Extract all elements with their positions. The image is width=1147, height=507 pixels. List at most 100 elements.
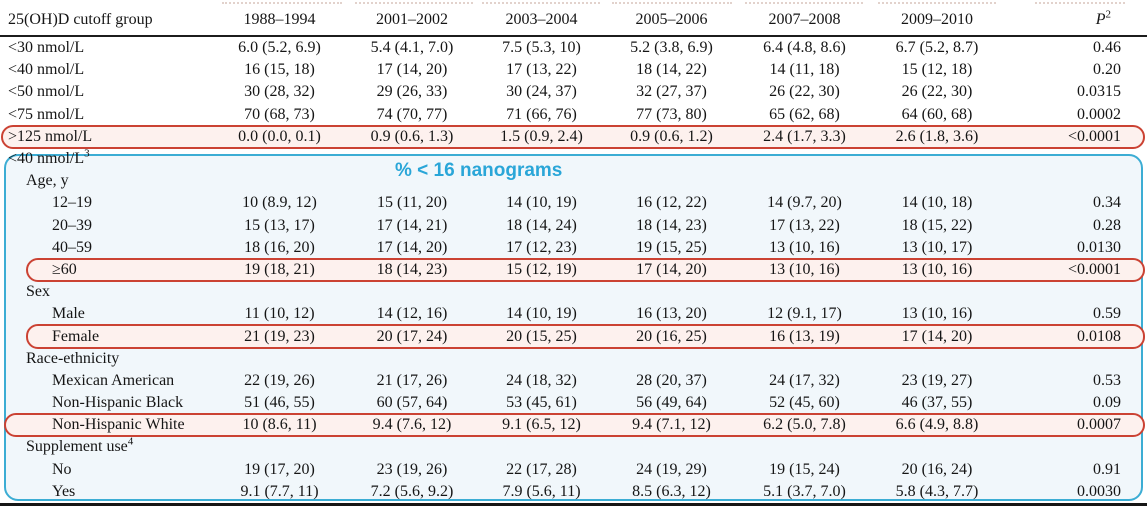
cell-value: 13 (10, 16) (769, 238, 840, 256)
cell-value: 22 (17, 28) (506, 460, 577, 478)
p-value: 0.91 (1093, 460, 1121, 478)
row-label: Female (52, 327, 100, 345)
cell-value: 18 (14, 23) (636, 216, 707, 234)
row-label: Supplement use4 (26, 436, 134, 456)
cell-value: 18 (15, 22) (901, 216, 973, 234)
p-value: <0.0001 (1067, 260, 1121, 278)
table-row: Mexican American 22 (19, 26) 21 (17, 26) 24… (0, 370, 1147, 392)
cell-value: 7.5 (5.3, 10) (502, 39, 581, 57)
cell-value: 9.1 (7.7, 11) (240, 482, 319, 500)
cell-value: 15 (12, 19) (506, 260, 577, 278)
cell-value: 74 (70, 77) (376, 105, 448, 123)
cell-value: 24 (17, 32) (769, 371, 840, 389)
p-value: 0.0007 (1077, 416, 1121, 434)
row-label: >125 nmol/L (8, 127, 93, 145)
table-row: 40–59 18 (16, 20) 17 (14, 20) 17 (12, 23) 19… (0, 237, 1147, 259)
table-row: <40 nmol/L 16 (15, 18) 17 (14, 20) 17 (13, … (0, 59, 1147, 81)
table-row: Non-Hispanic Black 51 (46, 55) 60 (57, 64)… (0, 392, 1147, 414)
cell-value: 17 (13, 22) (506, 61, 577, 79)
column-header: 2007–2008 (768, 11, 841, 28)
cell-value: 21 (17, 26) (376, 371, 448, 389)
table-row: 12–19 10 (8.9, 12) 15 (11, 20) 14 (10, 19) 1… (0, 192, 1147, 214)
section-row: <40 nmol/L3 (0, 148, 1147, 170)
table-row: Yes 9.1 (7.7, 11) 7.2 (5.6, 9.2) 7.9 (5.6, … (0, 481, 1147, 503)
row-label: No (52, 460, 72, 478)
cell-value: 23 (19, 27) (901, 371, 973, 389)
cropped-artifact (482, 2, 600, 7)
cell-value: 56 (49, 64) (636, 394, 707, 412)
column-header: 1988–1994 (243, 11, 316, 28)
cell-value: 20 (17, 24) (376, 327, 448, 345)
table-row: 20–39 15 (13, 17) 17 (14, 21) 18 (14, 24) 18… (0, 215, 1147, 237)
section-row: Age, y (0, 170, 1147, 192)
cell-value: 0.9 (0.6, 1.3) (370, 127, 454, 145)
table-header-row: 25(OH)D cutoff group 1988–1994 2001–2002 20… (0, 0, 1147, 37)
cell-value: 20 (16, 25) (636, 327, 707, 345)
cell-value: 18 (14, 24) (506, 216, 577, 234)
cell-value: 13 (10, 16) (769, 260, 840, 278)
red-circle-annotation (1, 124, 1145, 149)
p-value: 0.34 (1093, 194, 1121, 212)
p-value: 0.0315 (1077, 83, 1121, 101)
column-header: 25(OH)D cutoff group (8, 11, 153, 28)
row-label: Non-Hispanic Black (52, 394, 184, 412)
cell-value: 2.4 (1.7, 3.3) (763, 127, 846, 145)
column-header: 2005–2006 (635, 11, 708, 28)
cell-value: 20 (16, 24) (901, 460, 973, 478)
cropped-artifact (222, 2, 342, 7)
cell-value: 24 (19, 29) (636, 460, 707, 478)
column-header: 2003–2004 (505, 11, 578, 28)
table-row: Female 21 (19, 23) 20 (17, 24) 20 (15, 25) 2… (0, 324, 1147, 349)
section-row: Race-ethnicity (0, 348, 1147, 370)
table-row: >125 nmol/L 0.0 (0.0, 0.1) 0.9 (0.6, 1.3) 1… (0, 124, 1147, 149)
cell-value: 5.8 (4.3, 7.7) (895, 482, 979, 500)
cell-value: 52 (45, 60) (769, 394, 840, 412)
cell-value: 12 (9.1, 17) (767, 305, 842, 323)
table-row: Male 11 (10, 12) 14 (12, 16) 14 (10, 19) 16 … (0, 303, 1147, 325)
cell-value: 7.9 (5.6, 11) (502, 482, 581, 500)
cell-value: 24 (18, 32) (506, 371, 577, 389)
p-value: 0.53 (1093, 371, 1121, 389)
cell-value: 17 (14, 20) (636, 260, 707, 278)
cell-value: 64 (60, 68) (901, 105, 973, 123)
cell-value: 18 (14, 22) (636, 61, 707, 79)
column-header: 2001–2002 (376, 11, 448, 28)
cell-value: 18 (14, 23) (376, 260, 448, 278)
cell-value: 13 (10, 16) (901, 305, 973, 323)
cell-value: 13 (10, 17) (901, 238, 973, 256)
row-label: Sex (26, 283, 50, 301)
cell-value: 14 (10, 19) (506, 305, 577, 323)
table-row: ≥60 19 (18, 21) 18 (14, 23) 15 (12, 19) 17 (… (0, 257, 1147, 283)
table-row: No 19 (17, 20) 23 (19, 26) 22 (17, 28) 24 (1… (0, 459, 1147, 481)
red-circle-annotation (26, 257, 1145, 283)
table-row: Non-Hispanic White 10 (8.6, 11) 9.4 (7.6, … (0, 413, 1147, 438)
cell-value: 7.2 (5.6, 9.2) (370, 482, 454, 500)
cell-value: 51 (46, 55) (244, 394, 315, 412)
cell-value: 16 (15, 18) (244, 61, 315, 79)
cell-value: 5.1 (3.7, 7.0) (763, 482, 846, 500)
cell-value: 20 (15, 25) (506, 327, 577, 345)
cell-value: 0.9 (0.6, 1.2) (630, 127, 713, 145)
cell-value: 46 (37, 55) (901, 394, 973, 412)
column-header: 2009–2010 (901, 11, 973, 28)
cell-value: 19 (17, 20) (244, 460, 315, 478)
red-circle-annotation (26, 324, 1145, 349)
cell-value: 2.6 (1.8, 3.6) (895, 127, 979, 145)
p-value: 0.0030 (1077, 482, 1121, 500)
p-value: 0.0130 (1077, 238, 1121, 256)
cell-value: 14 (12, 16) (376, 305, 448, 323)
cell-value: 14 (10, 19) (506, 194, 577, 212)
cell-value: 22 (19, 26) (244, 371, 315, 389)
row-label: <75 nmol/L (8, 105, 85, 123)
table-row: <30 nmol/L 6.0 (5.2, 6.9) 5.4 (4.1, 7.0) 7.… (0, 37, 1147, 59)
cell-value: 10 (8.9, 12) (242, 194, 317, 212)
p-value: 0.09 (1093, 394, 1121, 412)
p-value: 0.46 (1093, 39, 1121, 57)
section-row: Sex (0, 281, 1147, 303)
cell-value: 16 (12, 22) (636, 194, 707, 212)
cell-value: 19 (18, 21) (244, 260, 315, 278)
cropped-artifact (745, 2, 863, 7)
cell-value: 16 (13, 19) (769, 327, 840, 345)
cell-value: 6.4 (4.8, 8.6) (763, 39, 846, 57)
